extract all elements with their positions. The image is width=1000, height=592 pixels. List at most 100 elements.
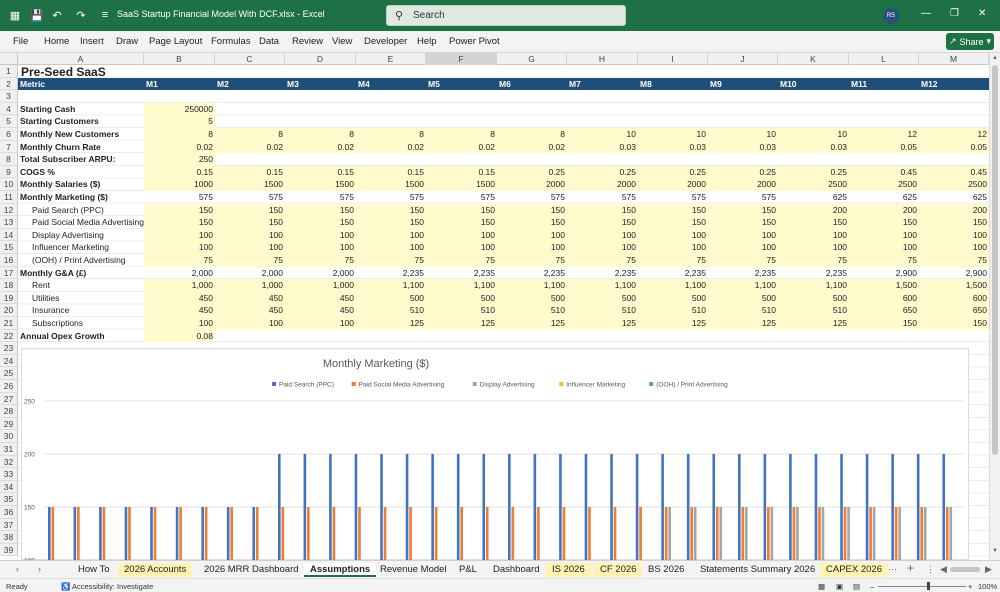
month-header[interactable]: M11: [851, 78, 868, 89]
row-label[interactable]: Paid Social Media Advertising: [32, 217, 144, 228]
row-number[interactable]: 1: [0, 65, 18, 78]
value-cell[interactable]: 100: [426, 228, 497, 242]
value-cell[interactable]: 10: [638, 128, 708, 141]
scroll-up-icon[interactable]: ▲: [992, 55, 998, 61]
value-cell[interactable]: 2,900: [965, 267, 987, 278]
value-cell[interactable]: 200: [849, 203, 919, 217]
sheet-tab[interactable]: CAPEX 2026: [820, 563, 888, 577]
value-cell[interactable]: 0.02: [285, 140, 356, 154]
column-header-d[interactable]: D: [285, 53, 356, 65]
column-header-l[interactable]: L: [849, 53, 919, 65]
value-cell[interactable]: 0.25: [567, 165, 638, 179]
value-cell[interactable]: 150: [849, 216, 919, 229]
tab-power-pivot[interactable]: Power Pivot: [449, 36, 500, 47]
value-cell[interactable]: 0.02: [426, 140, 497, 154]
sheet-title[interactable]: Pre-Seed SaaS: [21, 65, 106, 79]
value-cell[interactable]: 100: [638, 228, 708, 242]
value-cell[interactable]: 600: [919, 291, 989, 305]
value-cell[interactable]: 5: [144, 115, 215, 128]
value-cell[interactable]: 8: [285, 128, 356, 141]
value-cell[interactable]: 450: [144, 304, 215, 317]
more-sheets-icon[interactable]: ⋯: [888, 564, 897, 574]
value-cell[interactable]: 510: [778, 304, 849, 317]
value-cell[interactable]: 150: [285, 203, 356, 217]
value-cell[interactable]: 150: [497, 216, 567, 229]
value-cell[interactable]: 1500: [426, 178, 497, 191]
value-cell[interactable]: 150: [497, 203, 567, 217]
value-cell[interactable]: 10: [778, 128, 849, 141]
row-label[interactable]: Subscriptions: [32, 318, 84, 328]
sheet-tab[interactable]: 2026 MRR Dashboard: [204, 564, 299, 575]
month-header[interactable]: M12: [921, 78, 938, 89]
value-cell[interactable]: 500: [497, 291, 567, 305]
value-cell[interactable]: 650: [919, 304, 989, 317]
value-cell[interactable]: 2,235: [473, 267, 495, 278]
value-cell[interactable]: 100: [849, 228, 919, 242]
month-header[interactable]: M7: [569, 78, 581, 89]
value-cell[interactable]: 100: [919, 241, 989, 254]
row-number[interactable]: 34: [0, 480, 18, 494]
column-header-k[interactable]: K: [778, 53, 849, 65]
zoom-level[interactable]: 100%: [978, 582, 998, 591]
tab-data[interactable]: Data: [259, 36, 280, 47]
column-header-e[interactable]: E: [356, 53, 426, 65]
sheet-tab[interactable]: Assumptions: [304, 563, 377, 577]
row-number[interactable]: 36: [0, 506, 18, 519]
value-cell[interactable]: 150: [426, 216, 497, 229]
value-cell[interactable]: 100: [144, 317, 215, 330]
value-cell[interactable]: 150: [638, 203, 708, 217]
row-label[interactable]: Monthly Churn Rate: [20, 141, 101, 152]
value-cell[interactable]: 10: [567, 128, 638, 141]
sheet-scroll-icon[interactable]: ⋮: [926, 564, 935, 574]
value-cell[interactable]: 625: [972, 192, 987, 202]
value-cell[interactable]: 0.15: [215, 165, 285, 179]
scroll-down-icon[interactable]: ▼: [992, 548, 998, 554]
row-label[interactable]: Utilities: [32, 292, 60, 303]
row-number[interactable]: 13: [0, 216, 18, 229]
value-cell[interactable]: 510: [638, 304, 708, 317]
value-cell[interactable]: 12: [849, 128, 919, 141]
value-cell[interactable]: 125: [426, 317, 497, 330]
page-layout-view-icon[interactable]: ▣: [836, 582, 844, 591]
value-cell[interactable]: 100: [708, 241, 778, 254]
value-cell[interactable]: 500: [356, 291, 426, 305]
tab-page-layout[interactable]: Page Layout: [149, 36, 203, 47]
value-cell[interactable]: 150: [919, 317, 989, 330]
value-cell[interactable]: 2000: [567, 178, 638, 191]
add-sheet-icon[interactable]: +: [907, 561, 915, 575]
row-number[interactable]: 12: [0, 203, 18, 217]
tab-developer[interactable]: Developer: [364, 36, 408, 47]
value-cell[interactable]: 1,100: [426, 279, 497, 292]
row-number[interactable]: 7: [0, 140, 18, 154]
row-number[interactable]: 8: [0, 153, 18, 166]
row-number[interactable]: 19: [0, 291, 18, 305]
sheet-tab[interactable]: CF 2026: [594, 563, 643, 577]
month-header[interactable]: M8: [640, 78, 652, 89]
value-cell[interactable]: 2,235: [402, 267, 424, 278]
tab-draw[interactable]: Draw: [116, 36, 139, 47]
value-cell[interactable]: 0.05: [919, 140, 989, 154]
value-cell[interactable]: 0.25: [638, 165, 708, 179]
value-cell[interactable]: 650: [849, 304, 919, 317]
row-label[interactable]: Monthly Salaries ($): [20, 179, 101, 190]
value-cell[interactable]: 1,000: [285, 279, 356, 292]
value-cell[interactable]: 100: [356, 228, 426, 242]
value-cell[interactable]: 100: [497, 241, 567, 254]
column-header-a[interactable]: A: [18, 53, 144, 65]
tab-home[interactable]: Home: [44, 36, 70, 47]
column-header-b[interactable]: B: [144, 53, 215, 65]
sheet-tab[interactable]: Revenue Model: [380, 564, 447, 575]
column-header-m[interactable]: M: [919, 53, 989, 65]
value-cell[interactable]: 1,100: [567, 279, 638, 292]
value-cell[interactable]: 75: [638, 254, 708, 267]
row-label[interactable]: Total Subscriber ARPU:: [20, 154, 116, 165]
row-label[interactable]: COGS %: [20, 166, 55, 177]
search-box[interactable]: ⚲ Search: [386, 5, 626, 26]
value-cell[interactable]: 2000: [708, 178, 778, 191]
value-cell[interactable]: 1,500: [849, 279, 919, 292]
value-cell[interactable]: 8: [144, 128, 215, 141]
value-cell[interactable]: 2000: [638, 178, 708, 191]
row-number[interactable]: 28: [0, 405, 18, 418]
value-cell[interactable]: 575: [550, 192, 565, 202]
month-header[interactable]: M6: [499, 78, 511, 89]
